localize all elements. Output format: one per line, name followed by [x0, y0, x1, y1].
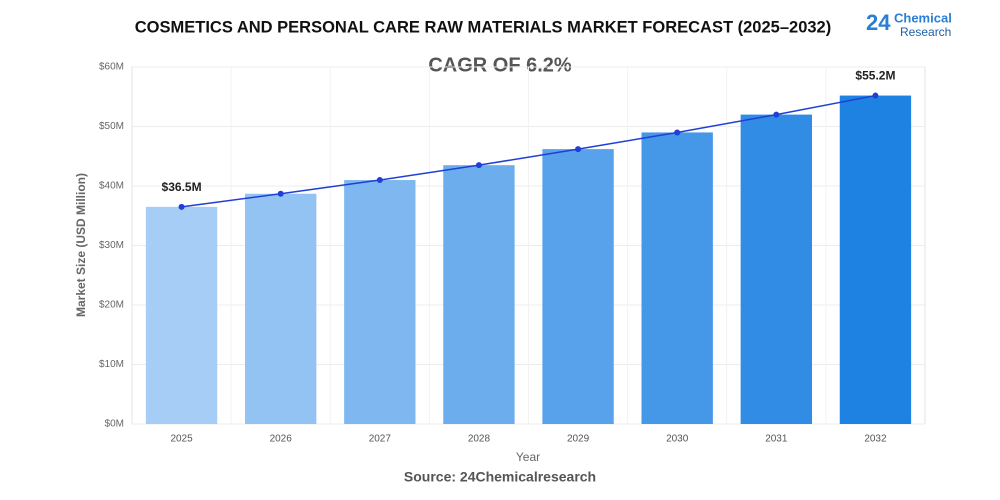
- x-tick-label: 2030: [666, 434, 689, 445]
- logo-text: Research: [900, 25, 951, 39]
- data-label: $36.5M: [162, 180, 202, 194]
- bar: [641, 132, 713, 424]
- x-axis-label: Year: [516, 450, 540, 464]
- x-tick-label: 2031: [765, 434, 788, 445]
- y-tick-label: $50M: [99, 121, 124, 132]
- x-tick-label: 2027: [369, 434, 392, 445]
- y-tick-label: $0M: [105, 419, 124, 430]
- y-tick-label: $10M: [99, 359, 124, 370]
- trend-point: [475, 162, 482, 169]
- logo-text: Chemical: [894, 10, 952, 25]
- y-axis-label: Market Size (USD Million): [74, 173, 88, 317]
- bar: [145, 206, 218, 424]
- trend-point: [178, 203, 185, 210]
- y-tick-label: $40M: [99, 181, 124, 192]
- trend-point: [277, 190, 284, 197]
- bar: [344, 180, 416, 424]
- bar: [740, 114, 812, 424]
- chart-title: COSMETICS AND PERSONAL CARE RAW MATERIAL…: [135, 18, 831, 36]
- x-tick-label: 2025: [170, 434, 193, 445]
- logo-number: 24: [866, 10, 891, 35]
- trend-point: [674, 129, 681, 136]
- trend-point: [872, 92, 879, 99]
- data-label: $55.2M: [855, 69, 895, 83]
- bar: [443, 165, 515, 425]
- trend-point: [376, 177, 383, 184]
- trend-line: [181, 94, 876, 208]
- y-tick-label: $20M: [99, 300, 124, 311]
- trend-point: [575, 146, 582, 153]
- x-tick-label: 2032: [864, 434, 887, 445]
- x-tick-label: 2028: [468, 434, 491, 445]
- source: Source: 24Chemicalresearch: [404, 469, 596, 485]
- annotation: CAGR OF 6.2%: [428, 54, 572, 76]
- bar: [542, 149, 614, 425]
- y-tick-label: $30M: [99, 240, 124, 251]
- x-tick-label: 2026: [270, 434, 293, 445]
- trend-point: [773, 111, 780, 118]
- bar: [839, 95, 912, 424]
- bar: [245, 193, 317, 424]
- x-tick-label: 2029: [567, 434, 590, 445]
- y-tick-label: $60M: [99, 62, 124, 73]
- logo: 24 Chemical Research: [866, 10, 952, 39]
